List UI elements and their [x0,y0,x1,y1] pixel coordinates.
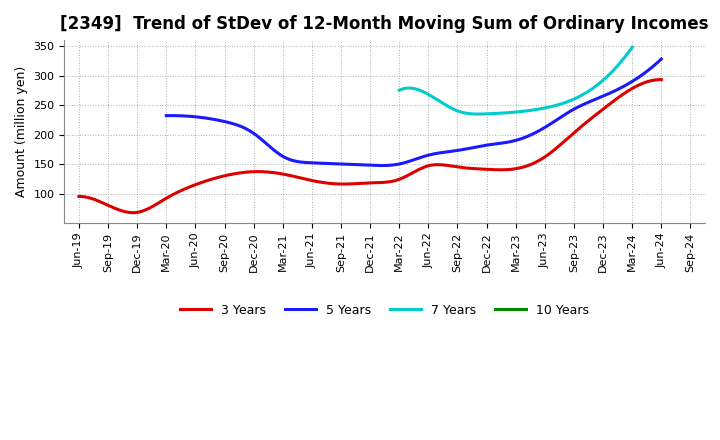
5 Years [163,113,172,118]
Legend: 3 Years, 5 Years, 7 Years, 10 Years: 3 Years, 5 Years, 7 Years, 10 Years [175,299,595,322]
5 Years [612,88,621,93]
7 Years [474,111,482,117]
7 Years [539,106,547,111]
7 Years [628,44,636,50]
7 Years [592,83,600,88]
3 Years [421,164,430,169]
3 Years [75,194,84,199]
5 Years [456,147,465,153]
3 Years [604,102,613,107]
Y-axis label: Amount (million yen): Amount (million yen) [15,66,28,197]
3 Years [655,77,664,82]
3 Years [657,77,666,82]
3 Years [129,210,138,215]
Line: 5 Years: 5 Years [166,59,662,165]
Title: [2349]  Trend of StDev of 12-Month Moving Sum of Ordinary Incomes: [2349] Trend of StDev of 12-Month Moving… [60,15,709,33]
3 Years [433,162,441,167]
Line: 3 Years: 3 Years [79,80,662,213]
5 Years [581,101,590,106]
7 Years [534,106,542,112]
5 Years [467,145,475,150]
7 Years [396,87,405,92]
7 Years [395,88,404,93]
5 Years [162,113,171,118]
3 Years [76,194,85,199]
5 Years [657,56,666,62]
5 Years [459,147,467,152]
Line: 7 Years: 7 Years [400,47,632,114]
3 Years [567,132,576,137]
5 Years [377,163,386,168]
7 Years [607,70,616,75]
7 Years [534,106,543,112]
3 Years [423,163,432,169]
